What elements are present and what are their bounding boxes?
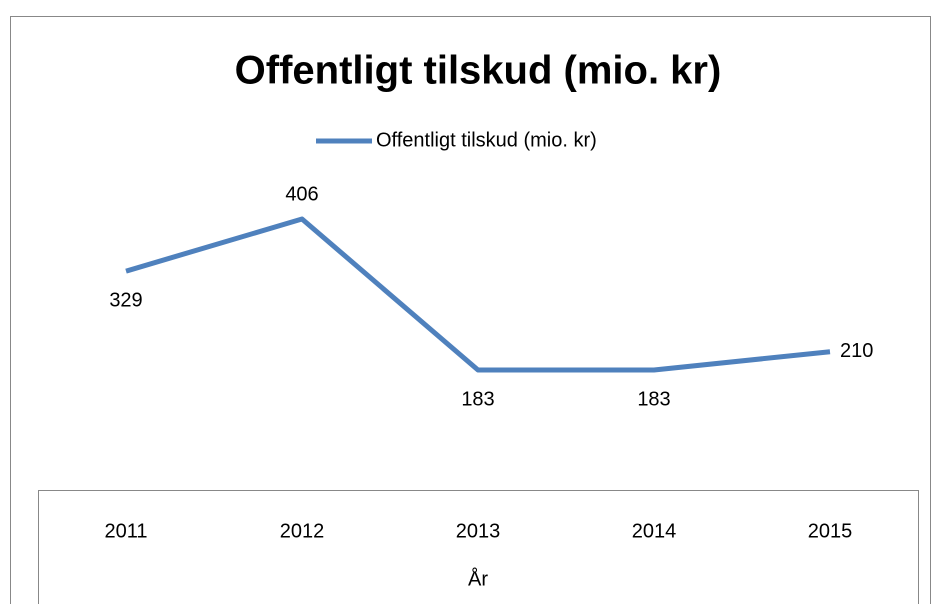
data-label: 210: [840, 340, 873, 362]
chart-title: Offentligt tilskud (mio. kr): [235, 49, 722, 93]
line: [125, 216, 831, 373]
category-axis-box: [38, 490, 919, 604]
chart-border: [10, 16, 931, 604]
x-tick-label: 2014: [632, 520, 677, 542]
data-label: 183: [637, 388, 670, 410]
data-label: 329: [109, 289, 142, 311]
legend-label: Offentligt tilskud (mio. kr): [376, 129, 597, 151]
data-label: 183: [461, 388, 494, 410]
x-axis-title: År: [468, 567, 488, 590]
x-tick-label: 2013: [456, 520, 501, 542]
x-tick-label: 2011: [104, 520, 147, 542]
data-label: 406: [285, 183, 318, 205]
x-tick-label: 2015: [808, 520, 853, 542]
x-tick-label: 2012: [280, 520, 325, 542]
